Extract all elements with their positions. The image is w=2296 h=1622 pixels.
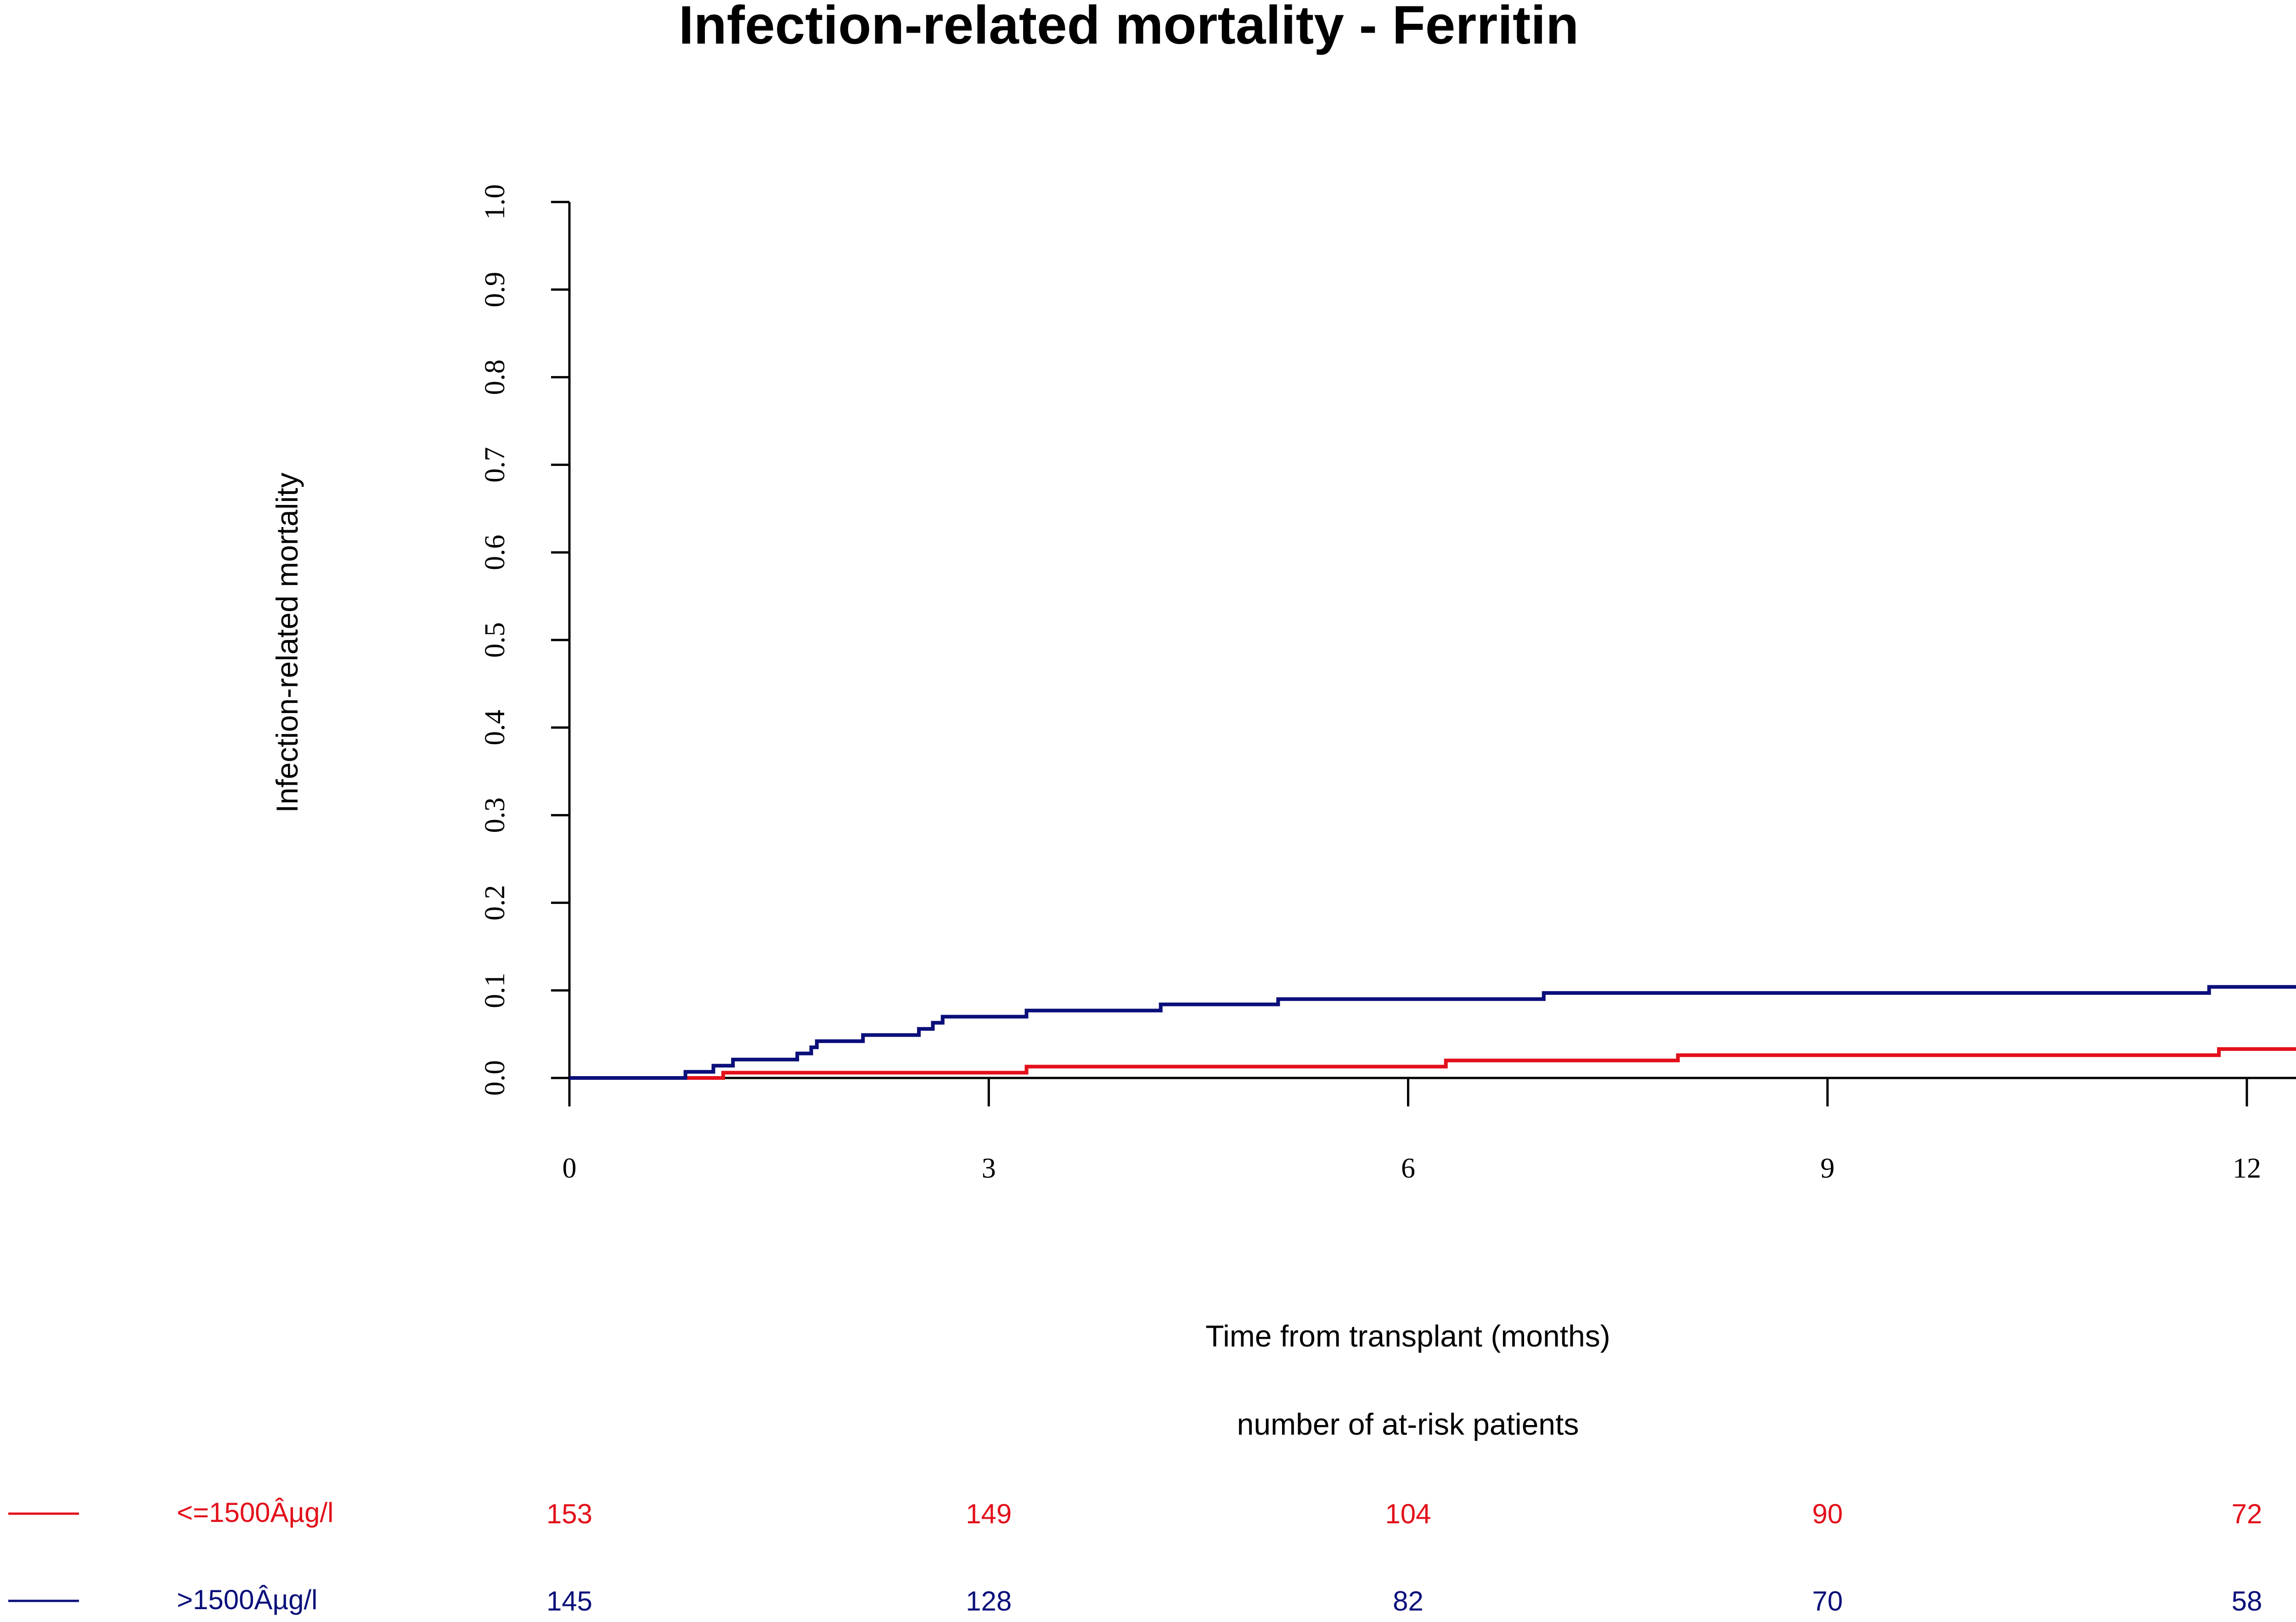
x-axis-label: Time from transplant (months)	[1205, 1319, 1610, 1353]
y-tick-label: 0.8	[479, 359, 511, 395]
at-risk-title: number of at-risk patients	[1237, 1407, 1579, 1441]
x-tick-label: 3	[982, 1153, 996, 1184]
y-tick-label: 0.5	[479, 622, 511, 658]
x-tick-label: 0	[563, 1153, 577, 1184]
at-risk-count: 90	[1812, 1499, 1843, 1529]
y-tick-label: 0.6	[479, 534, 511, 570]
at-risk-count: 145	[546, 1586, 592, 1616]
legend-label: <=1500Âµg/l	[177, 1497, 334, 1528]
y-tick-label: 0.9	[479, 272, 511, 308]
y-tick-label: 0.7	[479, 447, 511, 483]
y-tick-label: 0.3	[479, 797, 511, 833]
at-risk-count: 70	[1812, 1586, 1843, 1616]
at-risk-count: 104	[1385, 1499, 1431, 1529]
y-axis-label: Infection-related mortality	[270, 473, 304, 813]
y-tick-label: 1.0	[479, 184, 511, 220]
x-tick-label: 12	[2233, 1153, 2261, 1184]
y-axis: 0.0 0.1 0.2 0.3 0.4 0.5 0.6 0.7 0.8 0.9 1.0	[479, 184, 571, 1096]
y-tick-label: 0.2	[479, 885, 511, 921]
chart-title: Infection-related mortality - Ferritin	[679, 0, 1579, 56]
at-risk-table: <=1500Âµg/l 153 149 104 90 72 >1500Âµg/l 145 128…	[8, 1497, 2262, 1616]
at-risk-count: 149	[966, 1499, 1012, 1529]
at-risk-count: 82	[1393, 1586, 1424, 1616]
series-line	[569, 985, 2296, 1080]
y-tick-label: 0.4	[479, 710, 511, 746]
y-tick-label: 0.1	[479, 972, 511, 1008]
at-risk-count: 58	[2232, 1586, 2262, 1616]
x-tick-label: 6	[1401, 1153, 1415, 1184]
x-tick-label: 9	[1820, 1153, 1835, 1184]
at-risk-count: 128	[966, 1586, 1012, 1616]
at-risk-count: 153	[546, 1499, 592, 1529]
y-tick-label: 0.0	[479, 1060, 511, 1096]
x-axis: 0 3 6 9 12	[563, 1077, 2296, 1184]
legend-label: >1500Âµg/l	[177, 1584, 317, 1615]
series-lines	[569, 985, 2296, 1080]
at-risk-count: 72	[2232, 1499, 2262, 1529]
series-line	[569, 1047, 2296, 1080]
